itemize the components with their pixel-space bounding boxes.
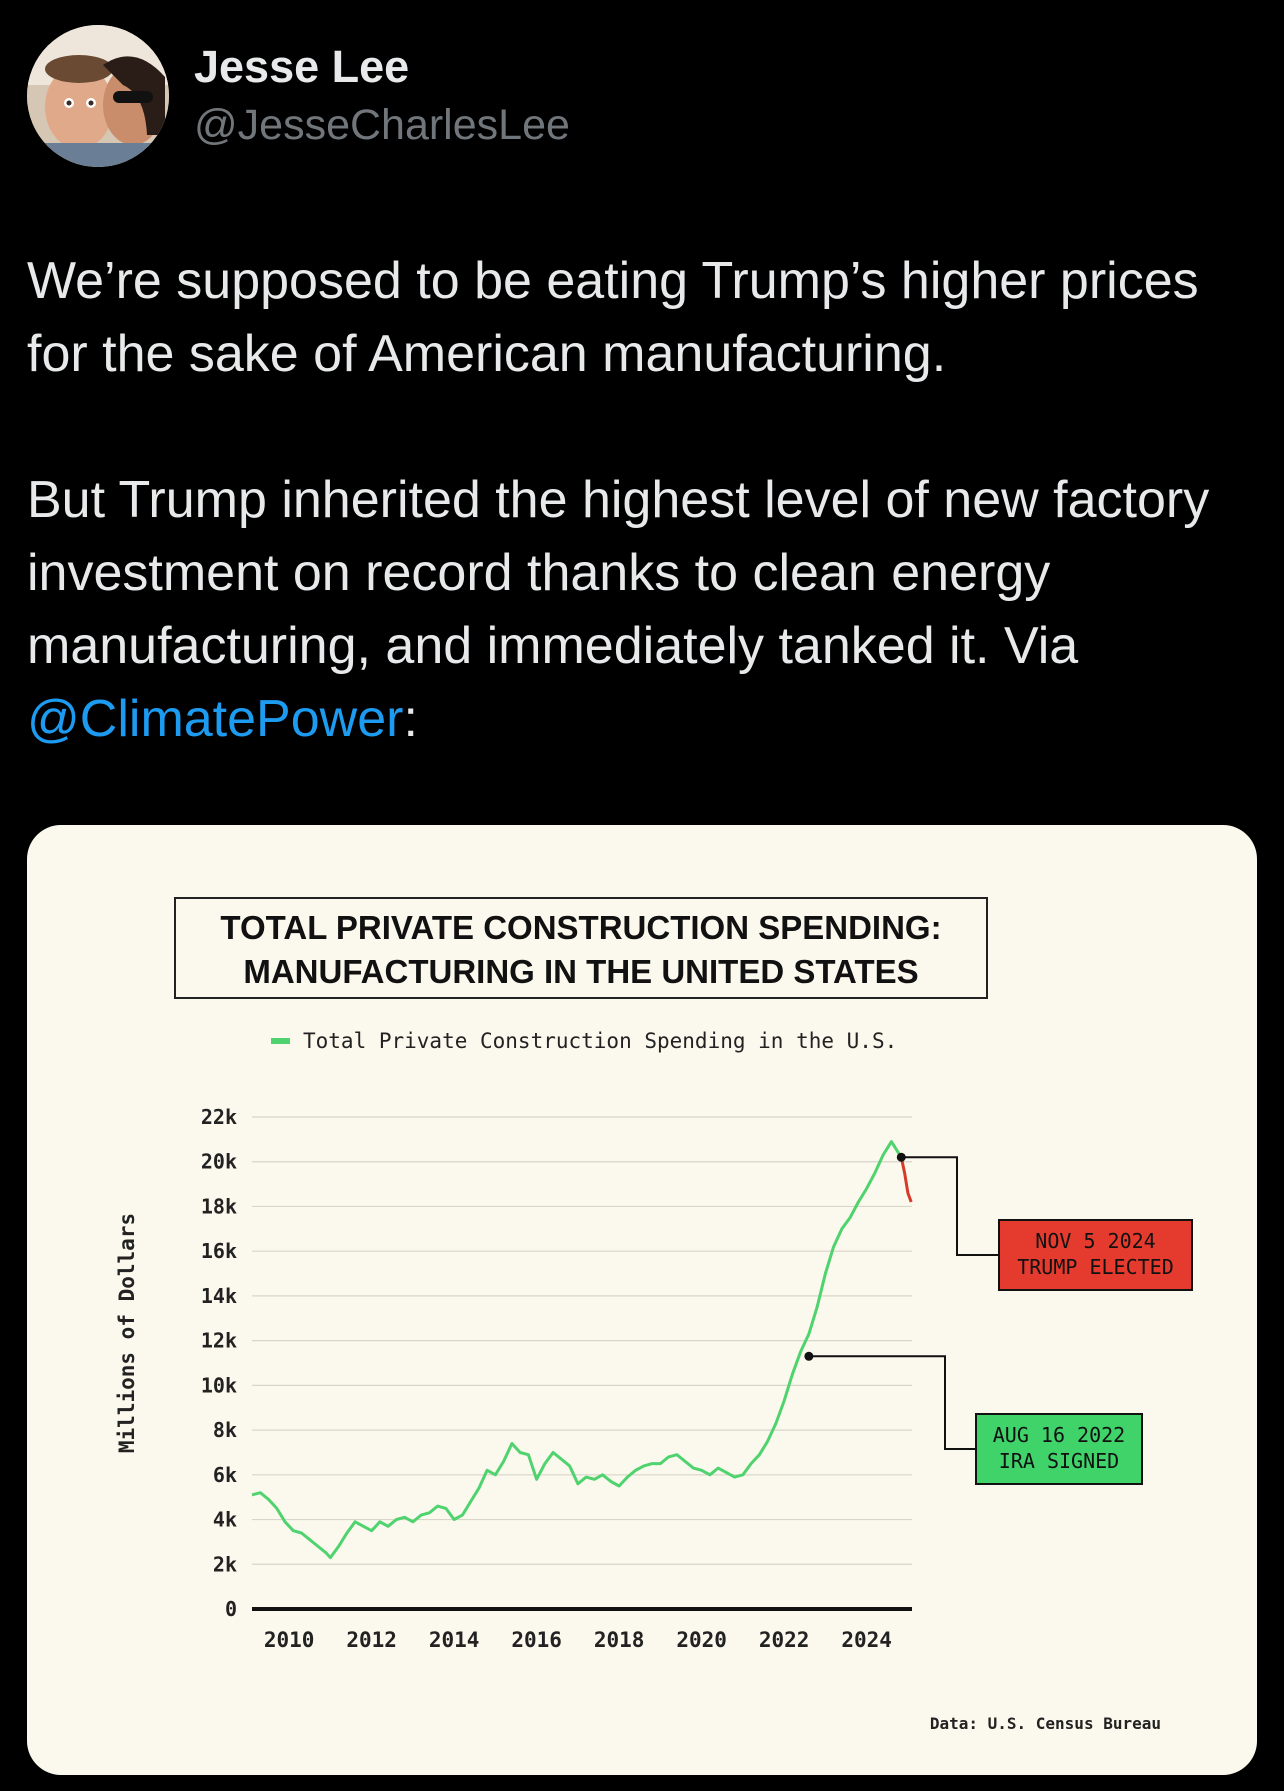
- y-tick-labels: 0 2k 4k 6k 8k 10k 12k 14k 16k 18k 20k 22k: [201, 1105, 237, 1621]
- x-tick-label: 2014: [429, 1628, 480, 1652]
- chart-title-line-1: TOTAL PRIVATE CONSTRUCTION SPENDING:: [220, 909, 941, 946]
- annotation-event: IRA SIGNED: [999, 1449, 1119, 1473]
- tweet-paragraph-1: We’re supposed to be eating Trump’s high…: [27, 252, 1199, 383]
- y-tick-label: 18k: [201, 1194, 237, 1218]
- chart-title-line-2: MANUFACTURING IN THE UNITED STATES: [243, 953, 918, 990]
- annotation-date: NOV 5 2024: [1035, 1229, 1155, 1253]
- annotation-date: AUG 16 2022: [993, 1423, 1125, 1447]
- y-tick-label: 20k: [201, 1150, 237, 1174]
- author-block: Jesse Lee @JesseCharlesLee: [194, 40, 570, 152]
- y-tick-label: 6k: [213, 1463, 237, 1487]
- data-source: Data: U.S. Census Bureau: [930, 1714, 1161, 1733]
- annotation-marker: [896, 1152, 906, 1162]
- chart-image-card[interactable]: TOTAL PRIVATE CONSTRUCTION SPENDING: MAN…: [27, 825, 1257, 1775]
- chart-svg: TOTAL PRIVATE CONSTRUCTION SPENDING: MAN…: [115, 897, 1193, 1733]
- y-tick-label: 22k: [201, 1105, 237, 1129]
- x-tick-label: 2020: [676, 1628, 727, 1652]
- tweet-paragraph-2: But Trump inherited the highest level of…: [27, 464, 1267, 756]
- annotation-marker: [804, 1351, 814, 1361]
- paragraph-gap: [27, 391, 1267, 464]
- annotation-badge: [975, 1413, 1143, 1485]
- annotation-badge: [998, 1219, 1193, 1291]
- author-name[interactable]: Jesse Lee: [194, 41, 410, 92]
- y-tick-label: 0: [225, 1597, 237, 1621]
- mention-link[interactable]: @ClimatePower: [27, 690, 404, 748]
- annotation-connector: [808, 1355, 976, 1450]
- y-axis-label: Millions of Dollars: [115, 1213, 139, 1453]
- y-tick-label: 10k: [201, 1373, 237, 1397]
- x-tick-label: 2012: [346, 1628, 397, 1652]
- x-tick-label: 2018: [594, 1628, 645, 1652]
- series-lines: [251, 1140, 913, 1560]
- y-tick-label: 2k: [213, 1552, 237, 1576]
- tweet-paragraph-2-end: :: [403, 690, 418, 748]
- annotation-connector: [901, 1156, 999, 1256]
- y-tick-label: 4k: [213, 1508, 237, 1532]
- profile-photo-icon: [27, 25, 169, 167]
- y-tick-label: 12k: [201, 1329, 237, 1353]
- x-tick-label: 2010: [264, 1628, 315, 1652]
- y-tick-label: 8k: [213, 1418, 237, 1442]
- author-handle[interactable]: @JesseCharlesLee: [194, 101, 570, 149]
- tweet-text: We’re supposed to be eating Trump’s high…: [27, 245, 1267, 756]
- series-line-1: [899, 1156, 913, 1203]
- tweet-paragraph-2-text: But Trump inherited the highest level of…: [27, 471, 1210, 675]
- y-tick-label: 14k: [201, 1284, 237, 1308]
- x-tick-labels: 2010 2012 2014 2016 2018 2020 2022 2024: [264, 1628, 892, 1652]
- chart-title-box: [174, 897, 988, 999]
- series-line-0: [251, 1140, 903, 1560]
- x-tick-label: 2024: [841, 1628, 892, 1652]
- x-tick-label: 2022: [759, 1628, 810, 1652]
- grid-lines: [252, 1116, 912, 1565]
- y-tick-label: 16k: [201, 1239, 237, 1263]
- legend-swatch: [271, 1038, 290, 1044]
- author-avatar[interactable]: [27, 25, 169, 167]
- x-tick-label: 2016: [511, 1628, 562, 1652]
- legend-label: Total Private Construction Spending in t…: [303, 1029, 897, 1053]
- annotation-event: TRUMP ELECTED: [1017, 1255, 1174, 1279]
